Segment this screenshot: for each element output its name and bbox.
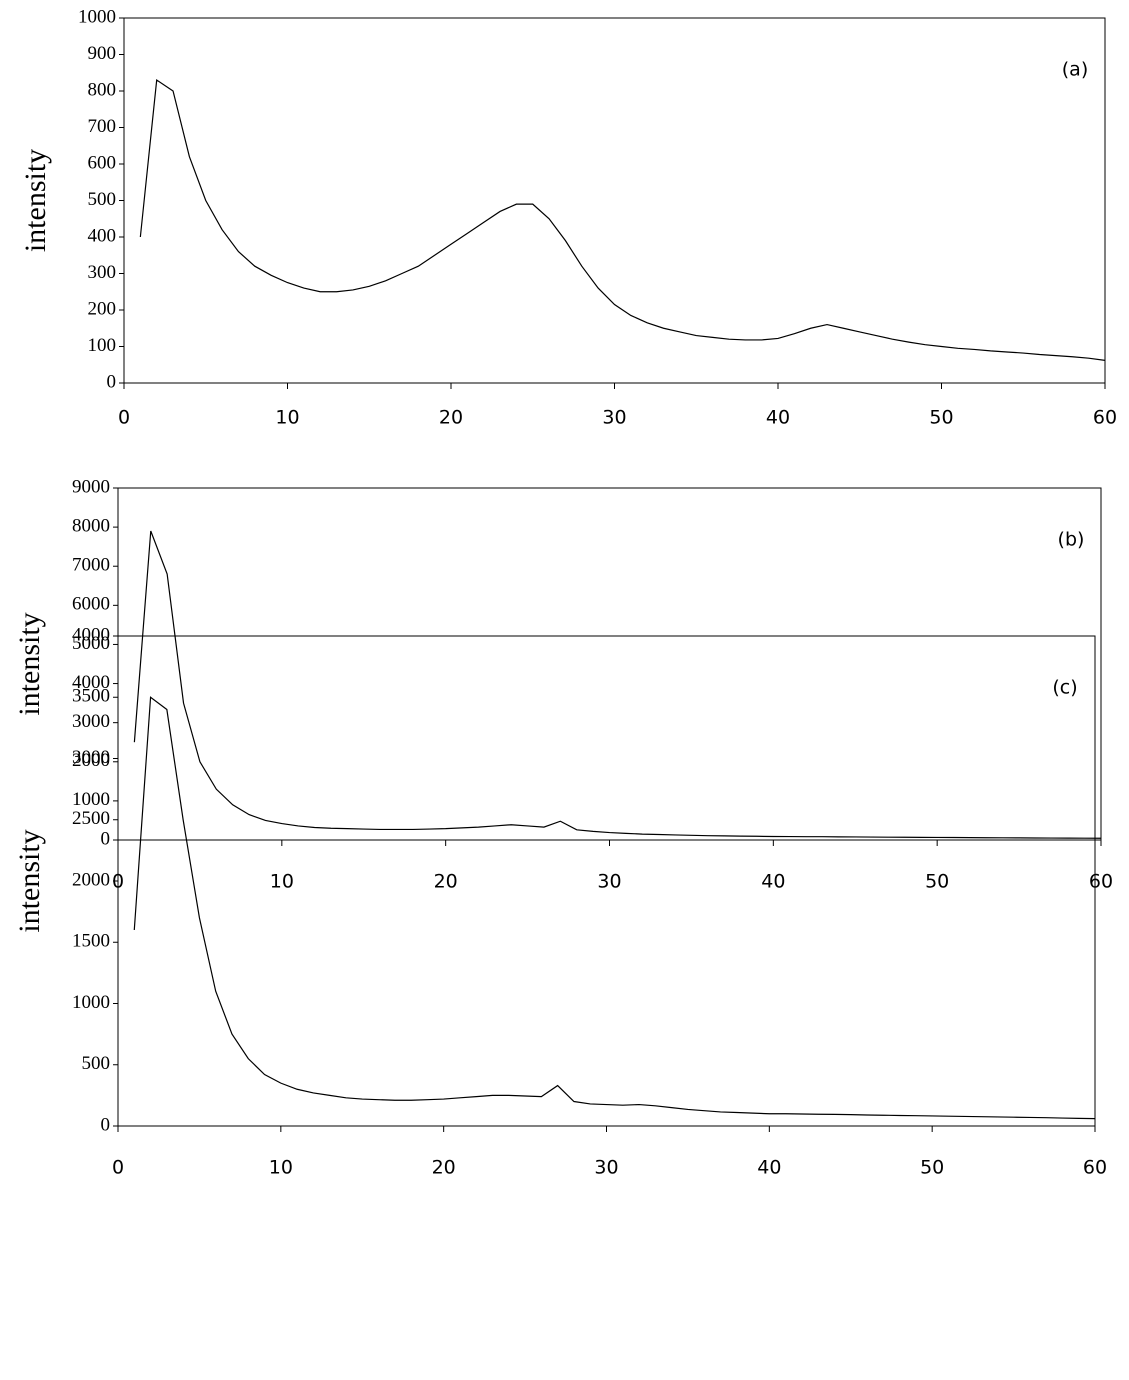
y-tick-label: 500 — [82, 1053, 111, 1074]
y-tick-label: 3000 — [72, 711, 110, 732]
x-tick-label: 30 — [594, 1157, 618, 1179]
y-tick-label: 6000 — [72, 594, 110, 615]
y-tick-label: 1000 — [72, 992, 110, 1013]
x-tick-label: 10 — [275, 407, 299, 429]
y-tick-label: 800 — [88, 79, 117, 100]
panel-label: (c) — [1052, 677, 1077, 699]
x-tick-label: 40 — [757, 1157, 781, 1179]
y-tick-label: 600 — [88, 152, 117, 173]
data-line — [133, 530, 1102, 839]
data-line — [139, 78, 1106, 361]
y-tick-label: 4000 — [72, 624, 110, 645]
y-tick-label: 9000 — [72, 476, 110, 497]
y-tick-label: 3500 — [72, 686, 110, 707]
y-tick-label: 100 — [88, 335, 117, 356]
y-tick-label: 900 — [88, 43, 117, 64]
y-tick-label: 0 — [101, 828, 111, 849]
data-line — [133, 696, 1096, 1120]
x-tick-label: 40 — [766, 407, 790, 429]
y-axis-label: intensity — [19, 149, 52, 252]
y-tick-label: 3000 — [72, 747, 110, 768]
y-tick-label: 0 — [101, 1114, 111, 1135]
y-axis-label: intensity — [13, 829, 46, 932]
x-tick-label: 20 — [432, 1157, 456, 1179]
x-tick-label: 60 — [1089, 871, 1113, 893]
panel-label: (a) — [1062, 59, 1088, 81]
x-tick-label: 50 — [920, 1157, 944, 1179]
y-tick-label: 700 — [88, 116, 117, 137]
y-tick-label: 1500 — [72, 931, 110, 952]
y-tick-label: 2500 — [72, 808, 110, 829]
y-tick-label: 5000 — [72, 633, 110, 654]
y-axis-label: intensity — [13, 612, 46, 715]
y-tick-label: 4000 — [72, 672, 110, 693]
y-tick-label: 8000 — [72, 515, 110, 536]
x-tick-label: 40 — [761, 871, 785, 893]
plot-frame — [117, 487, 1102, 841]
x-tick-label: 20 — [439, 407, 463, 429]
y-tick-label: 500 — [88, 189, 117, 210]
y-tick-label: 2000 — [72, 750, 110, 771]
y-tick-label: 2000 — [72, 869, 110, 890]
panel-label: (b) — [1058, 529, 1085, 551]
plot-frame — [123, 17, 1106, 384]
y-tick-label: 7000 — [72, 555, 110, 576]
y-tick-label: 0 — [107, 371, 117, 392]
x-tick-label: 60 — [1093, 407, 1117, 429]
y-tick-label: 1000 — [72, 789, 110, 810]
x-tick-label: 20 — [434, 871, 458, 893]
y-tick-label: 1000 — [78, 6, 116, 27]
y-tick-label: 300 — [88, 262, 117, 283]
y-tick-label: 200 — [88, 298, 117, 319]
y-tick-label: 400 — [88, 225, 117, 246]
x-tick-label: 0 — [118, 407, 130, 429]
x-tick-label: 30 — [597, 871, 621, 893]
x-tick-label: 10 — [270, 871, 294, 893]
x-tick-label: 0 — [112, 1157, 124, 1179]
x-tick-label: 50 — [925, 871, 949, 893]
x-tick-label: 60 — [1083, 1157, 1107, 1179]
x-tick-label: 10 — [269, 1157, 293, 1179]
x-tick-label: 50 — [929, 407, 953, 429]
x-tick-label: 30 — [602, 407, 626, 429]
